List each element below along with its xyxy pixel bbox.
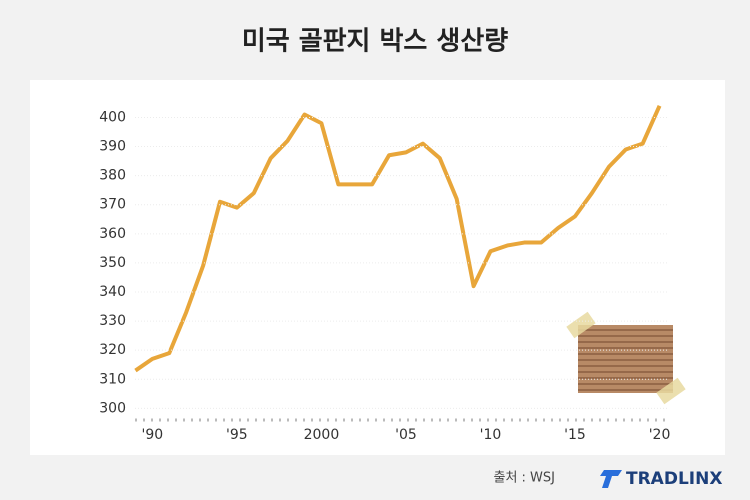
y-tick-label: 380	[99, 168, 126, 184]
plot-panel	[30, 80, 725, 455]
y-tick-label: 350	[99, 255, 126, 271]
y-tick-label: 340	[99, 284, 126, 300]
y-tick-label: 310	[99, 371, 126, 387]
y-tick-label: 400	[99, 109, 126, 125]
y-tick-label: 390	[99, 139, 126, 155]
y-tick-label: 360	[99, 226, 126, 242]
y-tick-label: 300	[99, 400, 126, 416]
x-tick-label: 2000	[304, 427, 340, 443]
source: 출처 : WSJ	[493, 471, 555, 486]
box-illustration	[566, 311, 686, 405]
x-tick-label: '20	[649, 427, 671, 443]
y-tick-label: 330	[99, 313, 126, 329]
x-tick-label: '90	[142, 427, 164, 443]
brand-name: TRADLINX	[626, 469, 722, 489]
x-tick-label: '95	[226, 427, 248, 443]
x-tick-label: '15	[564, 427, 586, 443]
y-tick-label: 320	[99, 342, 126, 358]
brand-logo: TRADLINX	[600, 469, 722, 489]
y-tick-label: 370	[99, 197, 126, 213]
chart-title: 미국 골판지 박스 생산량	[242, 27, 508, 57]
data-line	[134, 105, 662, 373]
x-tick-label: '10	[480, 427, 502, 443]
x-tick-label: '05	[395, 427, 417, 443]
